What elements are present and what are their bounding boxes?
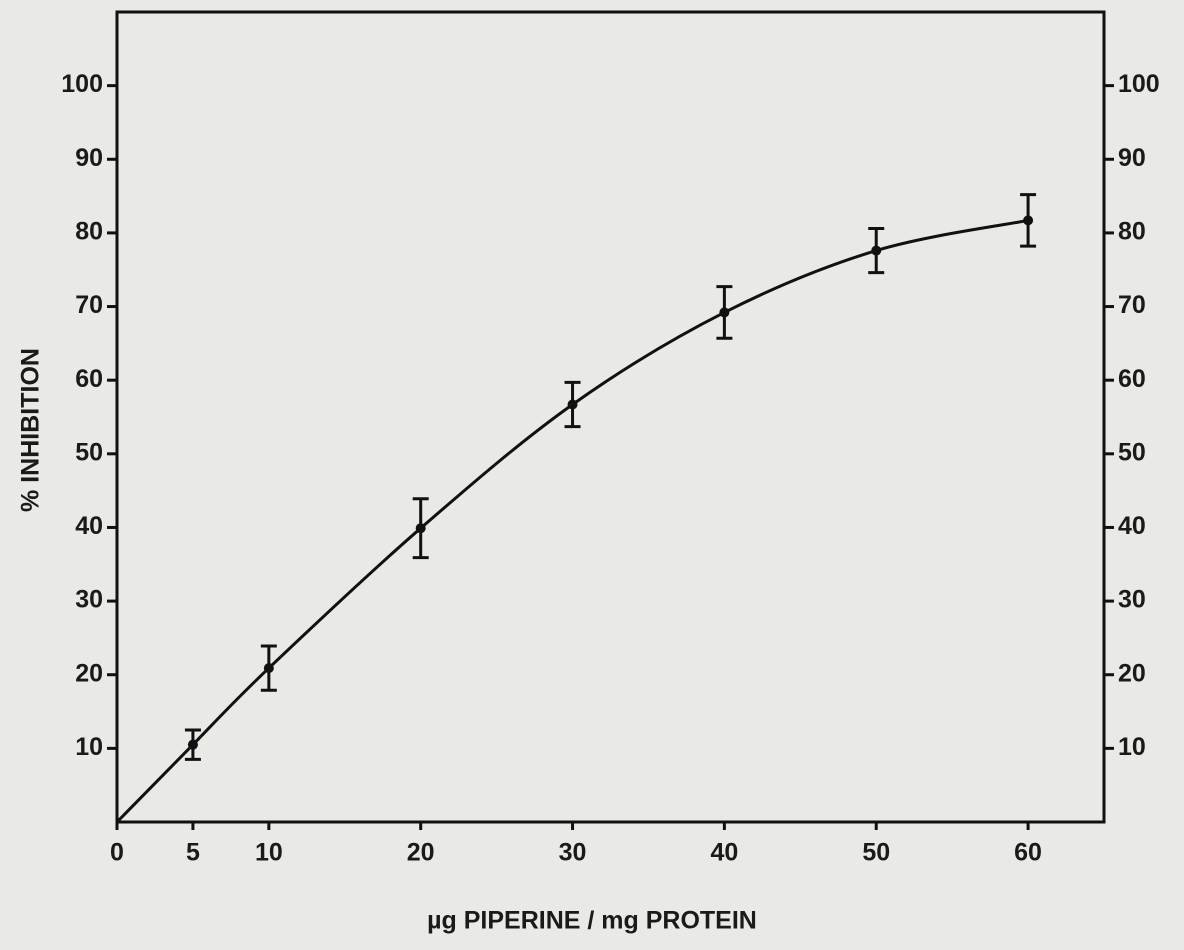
x-tick-label: 10 <box>255 839 283 867</box>
curve-lead <box>115 743 194 824</box>
y-axis-label: % INHIBITION <box>17 348 45 512</box>
point <box>719 307 730 318</box>
y2-tick-label: 50 <box>1118 438 1146 466</box>
y2-tick-label: 90 <box>1118 144 1146 172</box>
x-tick-label: 50 <box>862 839 890 867</box>
point <box>415 523 426 534</box>
y-tick-label: 40 <box>75 512 103 540</box>
x-tick-label: 5 <box>186 839 200 867</box>
x-tick-label: 40 <box>710 839 738 867</box>
point <box>567 399 578 410</box>
x-tick-label: 20 <box>407 839 435 867</box>
point <box>187 739 198 750</box>
y-tick-label: 20 <box>75 659 103 687</box>
x-tick-label: 30 <box>559 839 587 867</box>
y2-tick-label: 40 <box>1118 512 1146 540</box>
plot-frame <box>115 10 1106 824</box>
y-tick-label: 100 <box>61 70 103 98</box>
y-tick-label: 80 <box>75 218 103 246</box>
y-tick-label: 10 <box>75 733 103 761</box>
y-tick-label: 60 <box>75 365 103 393</box>
y-tick-label: 30 <box>75 586 103 614</box>
y-tick-label: 70 <box>75 291 103 319</box>
x-axis-label: µg PIPERINE / mg PROTEIN <box>427 907 757 935</box>
y2-tick-label: 100 <box>1118 70 1160 98</box>
y2-tick-label: 10 <box>1118 733 1146 761</box>
point <box>263 663 274 674</box>
y2-tick-label: 80 <box>1118 218 1146 246</box>
x-tick-label: 60 <box>1014 839 1042 867</box>
point <box>871 245 882 256</box>
y2-tick-label: 70 <box>1118 291 1146 319</box>
y-tick-label: 90 <box>75 144 103 172</box>
x-tick-label: 0 <box>110 839 124 867</box>
y2-tick-label: 30 <box>1118 586 1146 614</box>
point <box>1023 215 1034 226</box>
y2-tick-label: 20 <box>1118 659 1146 687</box>
y-tick-label: 50 <box>75 438 103 466</box>
y2-tick-label: 60 <box>1118 365 1146 393</box>
